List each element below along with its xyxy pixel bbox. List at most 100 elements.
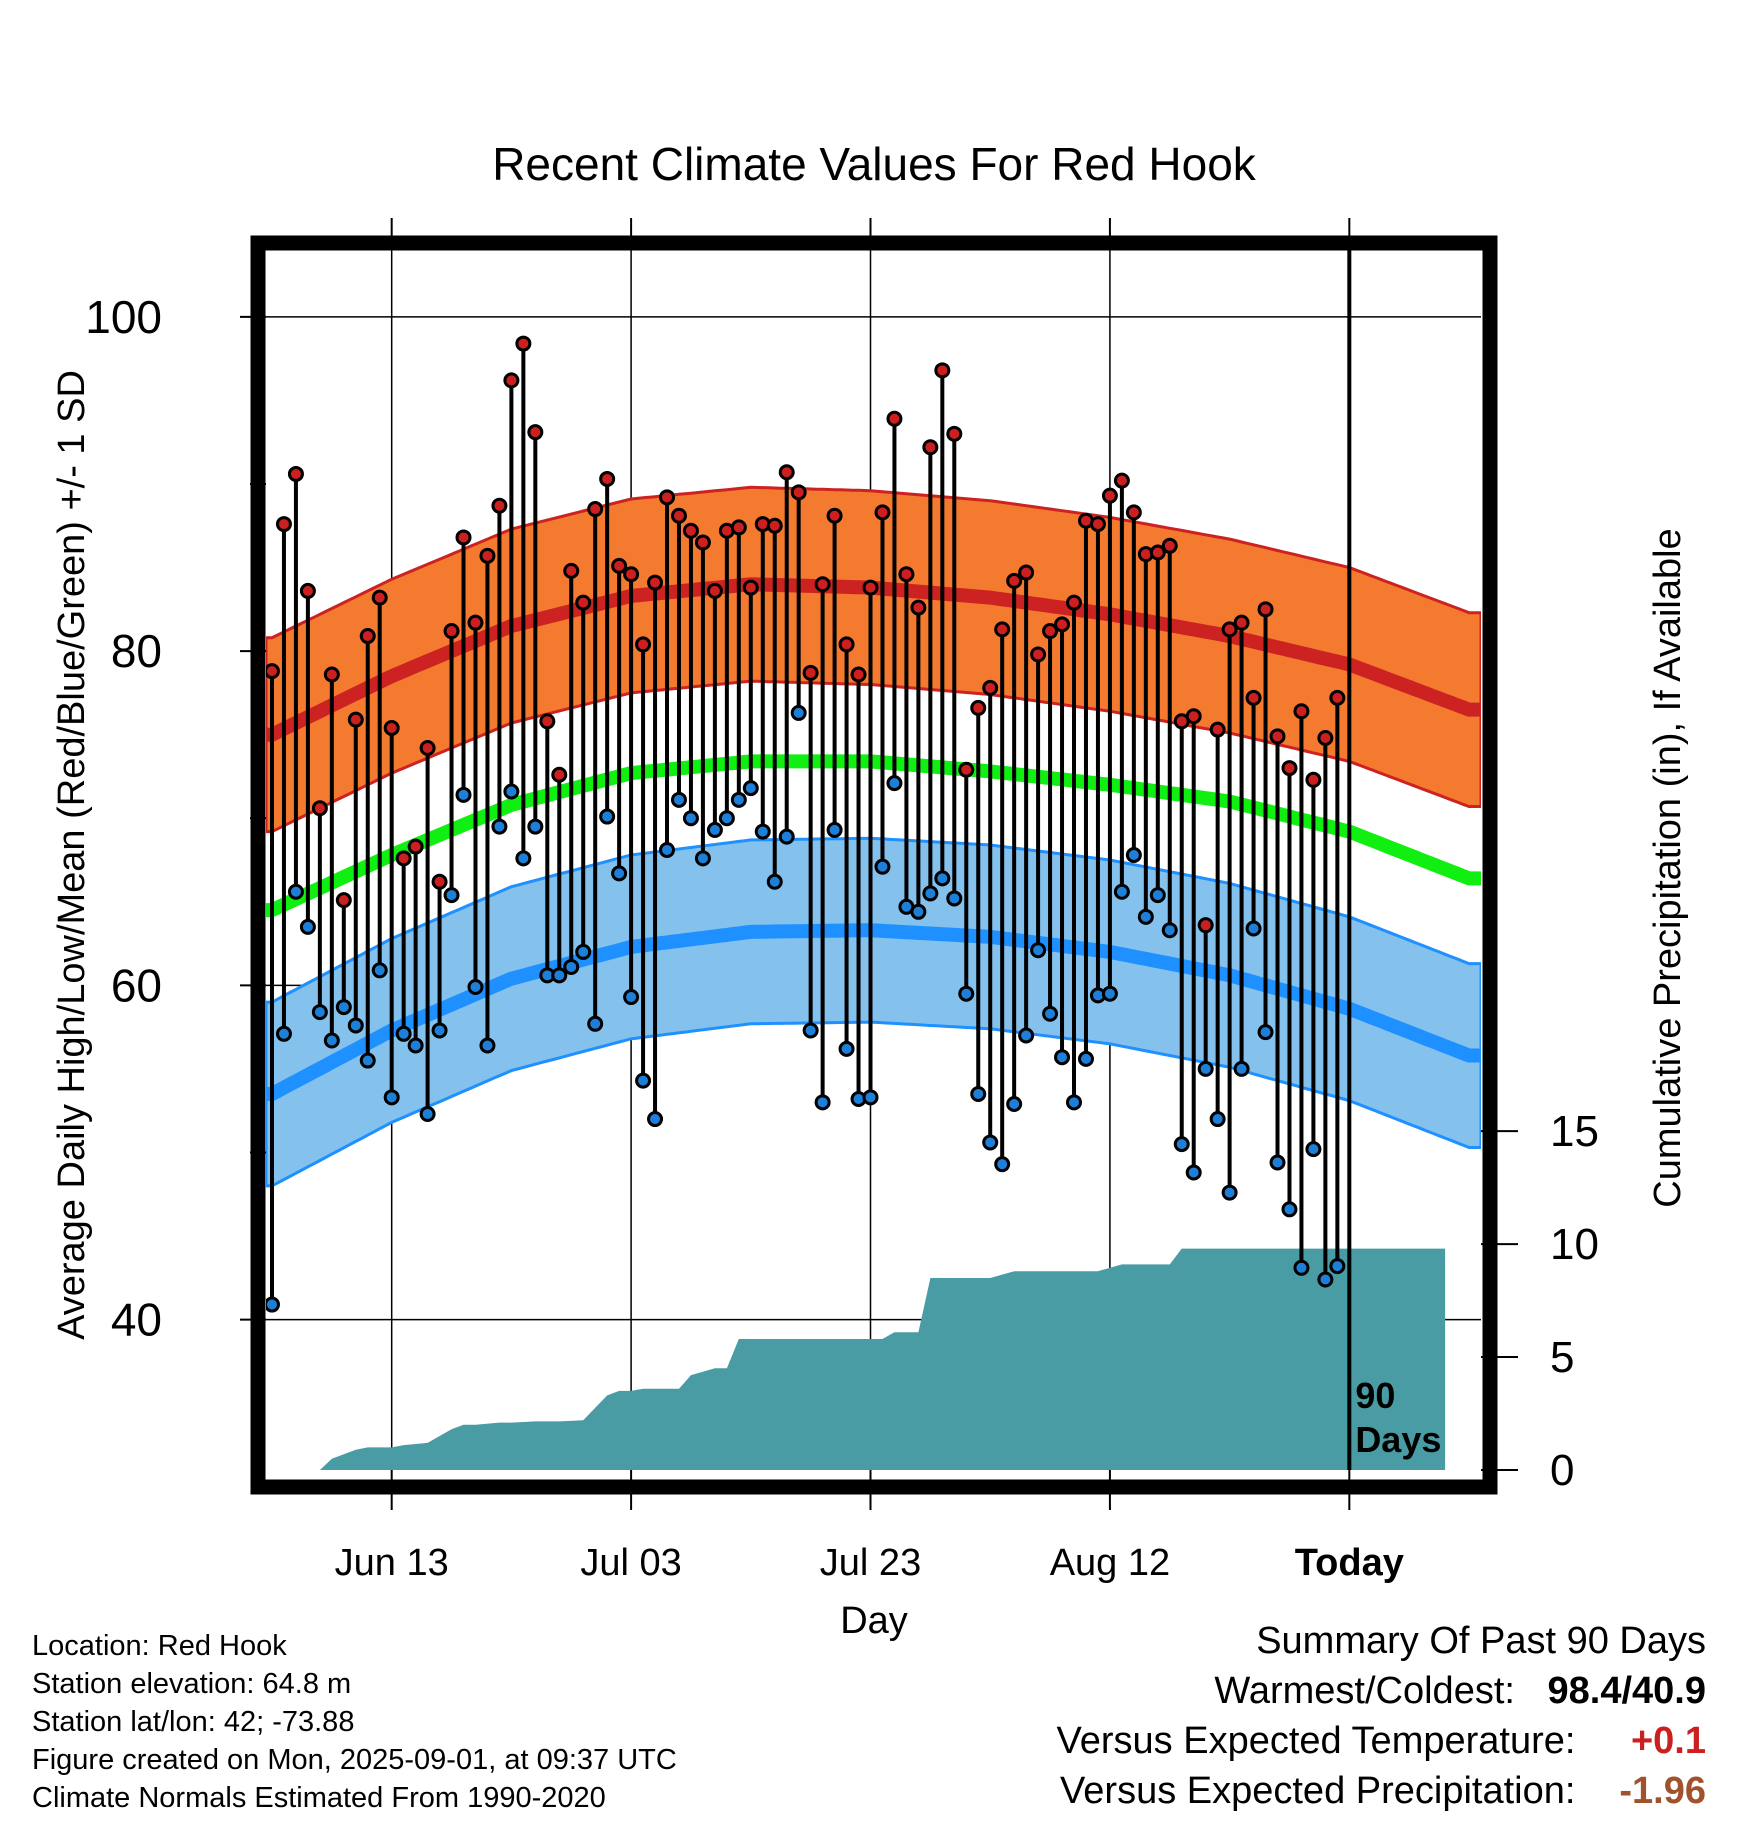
high-point	[647, 574, 664, 591]
low-point	[934, 870, 951, 887]
high-point	[323, 666, 340, 683]
low-point	[479, 1037, 496, 1054]
high-point	[395, 850, 412, 867]
high-point	[1066, 594, 1083, 611]
low-point	[922, 885, 939, 902]
low-point	[275, 1025, 292, 1042]
low-point	[647, 1111, 664, 1128]
low-point	[958, 985, 975, 1002]
high-point	[910, 599, 927, 616]
low-point	[419, 1106, 436, 1123]
summary-temp-anomaly: Versus Expected Temperature: +0.1	[1057, 1720, 1706, 1763]
high-point	[898, 566, 915, 583]
low-point	[1173, 1136, 1190, 1153]
y2-axis-label: Cumulative Precipitation (in), If Availa…	[1647, 528, 1689, 1207]
y2-tick-label: 0	[1550, 1446, 1574, 1495]
y2-tick-label: 10	[1550, 1220, 1599, 1269]
temp-anomaly-value: +0.1	[1630, 1720, 1706, 1762]
low-point	[970, 1085, 987, 1102]
high-point	[299, 582, 316, 599]
summary-heading: Summary Of Past 90 Days	[1256, 1620, 1706, 1662]
high-point	[778, 464, 795, 481]
low-point	[910, 903, 927, 920]
y2-tick-label: 15	[1550, 1107, 1599, 1156]
low-point	[359, 1052, 376, 1069]
x-tick-label: Aug 12	[1050, 1542, 1170, 1584]
high-point	[431, 873, 448, 890]
low-point	[706, 821, 723, 838]
high-point	[1018, 564, 1035, 581]
x-axis-label: Day	[840, 1600, 908, 1642]
high-point	[1161, 537, 1178, 554]
x-tick-label: Jun 13	[335, 1542, 449, 1584]
low-point	[718, 810, 735, 827]
high-point	[503, 372, 520, 389]
high-point	[1185, 708, 1202, 725]
low-point	[527, 818, 544, 835]
high-point	[1221, 621, 1238, 638]
low-point	[682, 810, 699, 827]
low-point	[347, 1017, 364, 1034]
low-point	[491, 818, 508, 835]
high-point	[706, 582, 723, 599]
high-point	[551, 766, 568, 783]
today-marker-label-days: Days	[1355, 1419, 1441, 1460]
high-point	[1030, 646, 1047, 663]
low-point	[1006, 1096, 1023, 1112]
station-elevation: Station elevation: 64.8 m	[32, 1668, 352, 1700]
high-point	[946, 425, 963, 442]
low-point	[335, 999, 352, 1016]
plot-frame	[250, 235, 1498, 1495]
low-point	[766, 873, 783, 890]
high-point	[730, 519, 747, 536]
low-point	[1101, 985, 1118, 1002]
low-point	[826, 821, 843, 838]
high-point	[623, 566, 640, 583]
temp-anomaly-label: Versus Expected Temperature:	[1056, 1720, 1576, 1762]
low-point	[1125, 846, 1142, 863]
high-point	[539, 713, 556, 730]
plot-area	[266, 250, 1481, 1470]
high-point	[311, 800, 328, 817]
low-point	[790, 704, 807, 721]
high-point	[934, 362, 951, 379]
y-tick-label: 60	[111, 959, 162, 1011]
low-point	[395, 1025, 412, 1042]
high-point	[287, 465, 304, 482]
daily-points	[266, 335, 1346, 1313]
high-point	[467, 614, 484, 631]
precip-anomaly-label: Versus Expected Precipitation:	[1060, 1770, 1576, 1812]
high-point	[479, 547, 496, 564]
low-point	[611, 865, 628, 882]
low-point	[311, 1004, 328, 1021]
low-point	[407, 1037, 424, 1054]
high-point	[1149, 544, 1166, 561]
low-point	[443, 887, 460, 904]
low-point	[1030, 942, 1047, 959]
low-point	[1233, 1060, 1250, 1077]
low-point	[1209, 1111, 1226, 1128]
y2-axis-ticks: 0 5 10 15	[1481, 1107, 1599, 1495]
low-point	[371, 962, 388, 979]
high-point	[407, 838, 424, 855]
high-point	[802, 664, 819, 681]
high-point	[874, 504, 891, 521]
precip-anomaly-value: -1.96	[1619, 1770, 1706, 1812]
high-point	[670, 507, 687, 524]
high-point	[1113, 472, 1130, 489]
low-point	[1149, 887, 1166, 904]
high-point	[838, 636, 855, 653]
high-point	[1329, 689, 1346, 706]
chart-title: Recent Climate Values For Red Hook	[492, 138, 1257, 190]
low-point	[575, 943, 592, 960]
high-point	[635, 636, 652, 653]
high-point	[1257, 601, 1274, 618]
high-point	[563, 562, 580, 579]
high-point	[1281, 760, 1298, 777]
low-point	[515, 850, 532, 867]
y-tick-label: 100	[85, 291, 162, 343]
high-point	[599, 470, 616, 487]
summary-warm-cold: Warmest/Coldest: 98.4/40.9	[1214, 1670, 1706, 1713]
high-point	[1269, 728, 1286, 745]
y-tick-label: 80	[111, 625, 162, 677]
